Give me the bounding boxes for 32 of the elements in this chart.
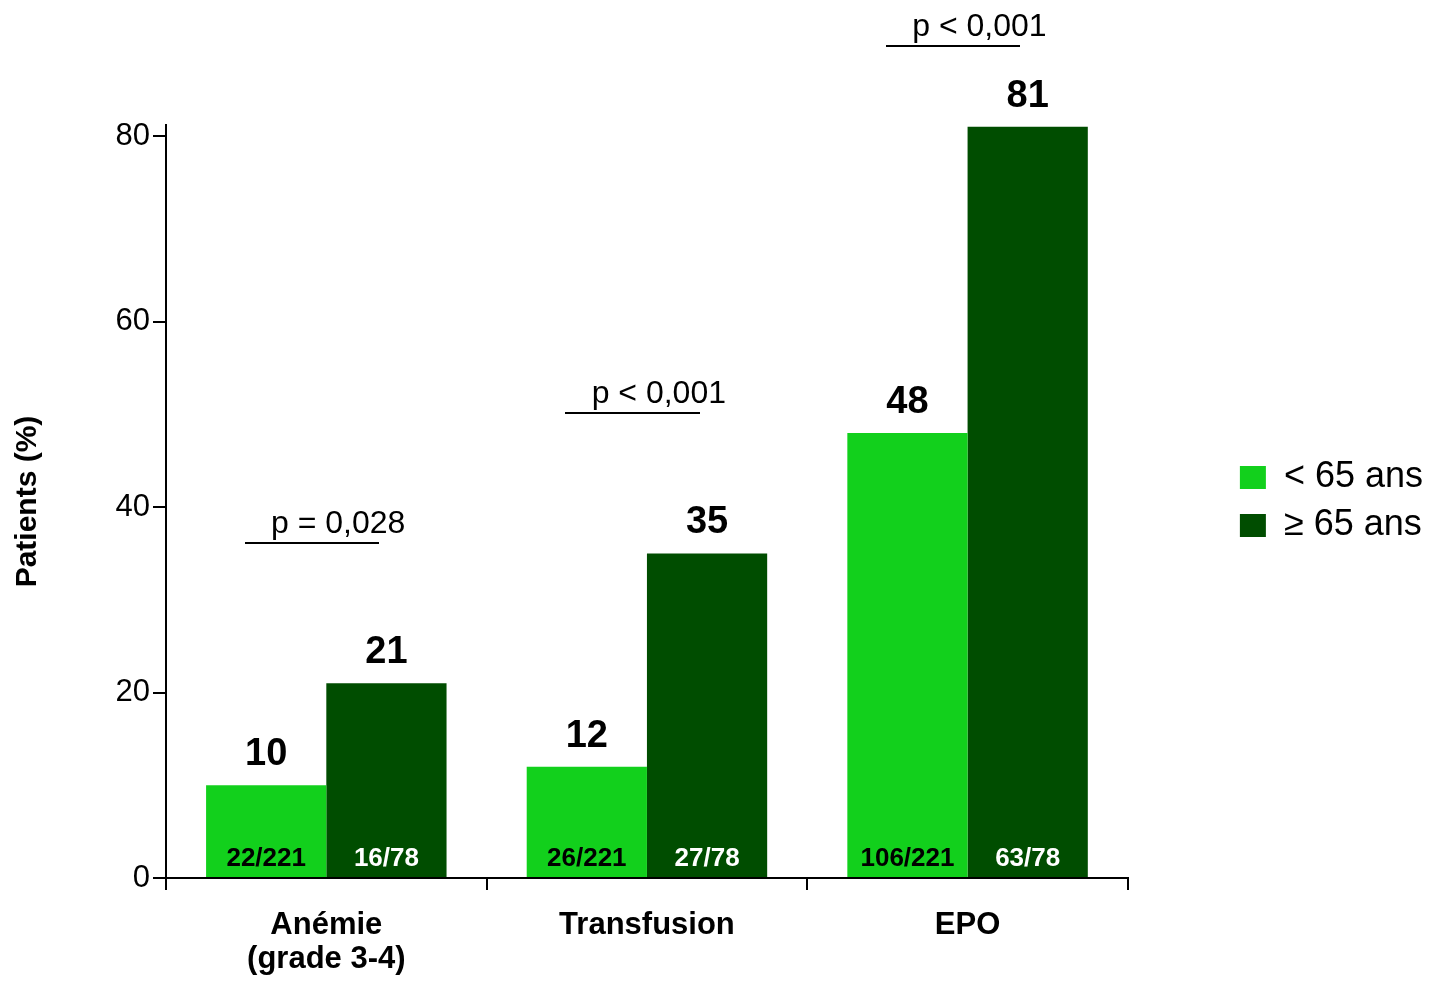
bar	[646, 553, 768, 877]
legend-label: ≥ 65 ans	[1283, 502, 1422, 544]
data-label: 35	[685, 499, 729, 542]
y-tick-label: 40	[115, 487, 150, 523]
annotation: p < 0,001	[591, 374, 726, 411]
annotation: 63/78	[995, 842, 1061, 872]
y-tick-label: 0	[132, 858, 150, 894]
bar	[967, 126, 1088, 877]
y-tick-label: 80	[115, 116, 150, 152]
bar	[206, 785, 327, 877]
bar	[526, 766, 647, 877]
x-tick-label: Anémie (grade 3-4)	[247, 905, 406, 975]
annotation: 106/221	[860, 842, 955, 872]
annotation: 27/78	[674, 842, 740, 872]
bar	[326, 683, 447, 877]
data-label: 12	[565, 712, 608, 755]
data-label: 10	[245, 731, 288, 774]
data-label: 48	[886, 378, 929, 421]
data-label: 21	[365, 629, 408, 672]
annotation: 16/78	[353, 842, 419, 872]
text: p < 0,001	[912, 7, 1047, 43]
x-tick-label: Transfusion	[559, 905, 735, 941]
annotation: 22/221	[226, 842, 306, 872]
legend-label: < 65 ans	[1283, 454, 1424, 496]
y-tick-label: 60	[115, 302, 150, 338]
annotation: p = 0,028	[271, 504, 406, 541]
annotation: 26/221	[547, 842, 627, 872]
x-tick-label: EPO	[934, 905, 1001, 941]
bar	[847, 432, 968, 877]
data-label: 81	[1006, 72, 1049, 115]
y-axis-title: Patients (%)	[9, 415, 43, 588]
y-tick-label: 20	[115, 673, 150, 709]
